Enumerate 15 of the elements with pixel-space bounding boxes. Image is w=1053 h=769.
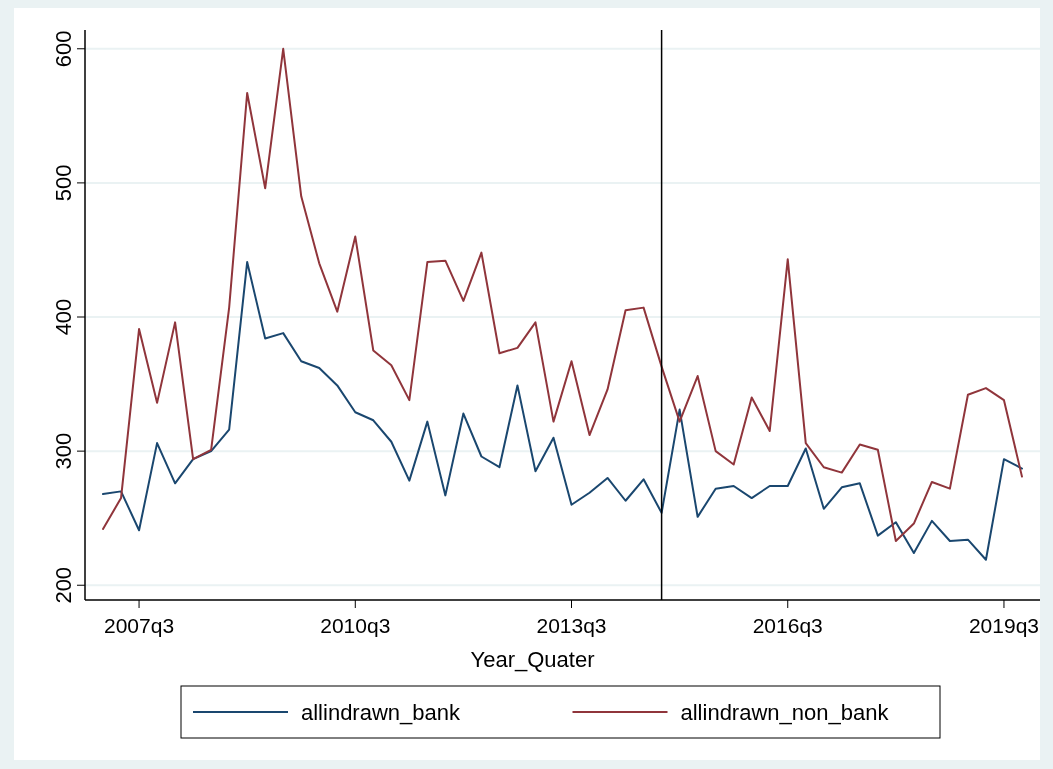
x-tick-label: 2016q3 [752, 614, 823, 637]
x-tick-label: 2010q3 [320, 614, 391, 637]
x-axis-title: Year_Quater [470, 647, 595, 672]
line-series [102, 261, 1023, 561]
legend-label: allindrawn_bank [301, 700, 461, 725]
x-tick-label: 2013q3 [536, 614, 607, 637]
y-tick-label: 600 [51, 30, 76, 68]
y-tick-label: 400 [51, 298, 76, 336]
y-tick-label: 500 [51, 164, 76, 202]
y-tick-label: 200 [51, 566, 76, 604]
x-tick-label: 2019q3 [968, 614, 1039, 637]
line-series [102, 47, 1023, 542]
y-tick-label: 300 [51, 432, 76, 470]
x-tick-label: 2007q3 [104, 614, 175, 637]
legend-label: allindrawn_non_bank [680, 700, 890, 725]
